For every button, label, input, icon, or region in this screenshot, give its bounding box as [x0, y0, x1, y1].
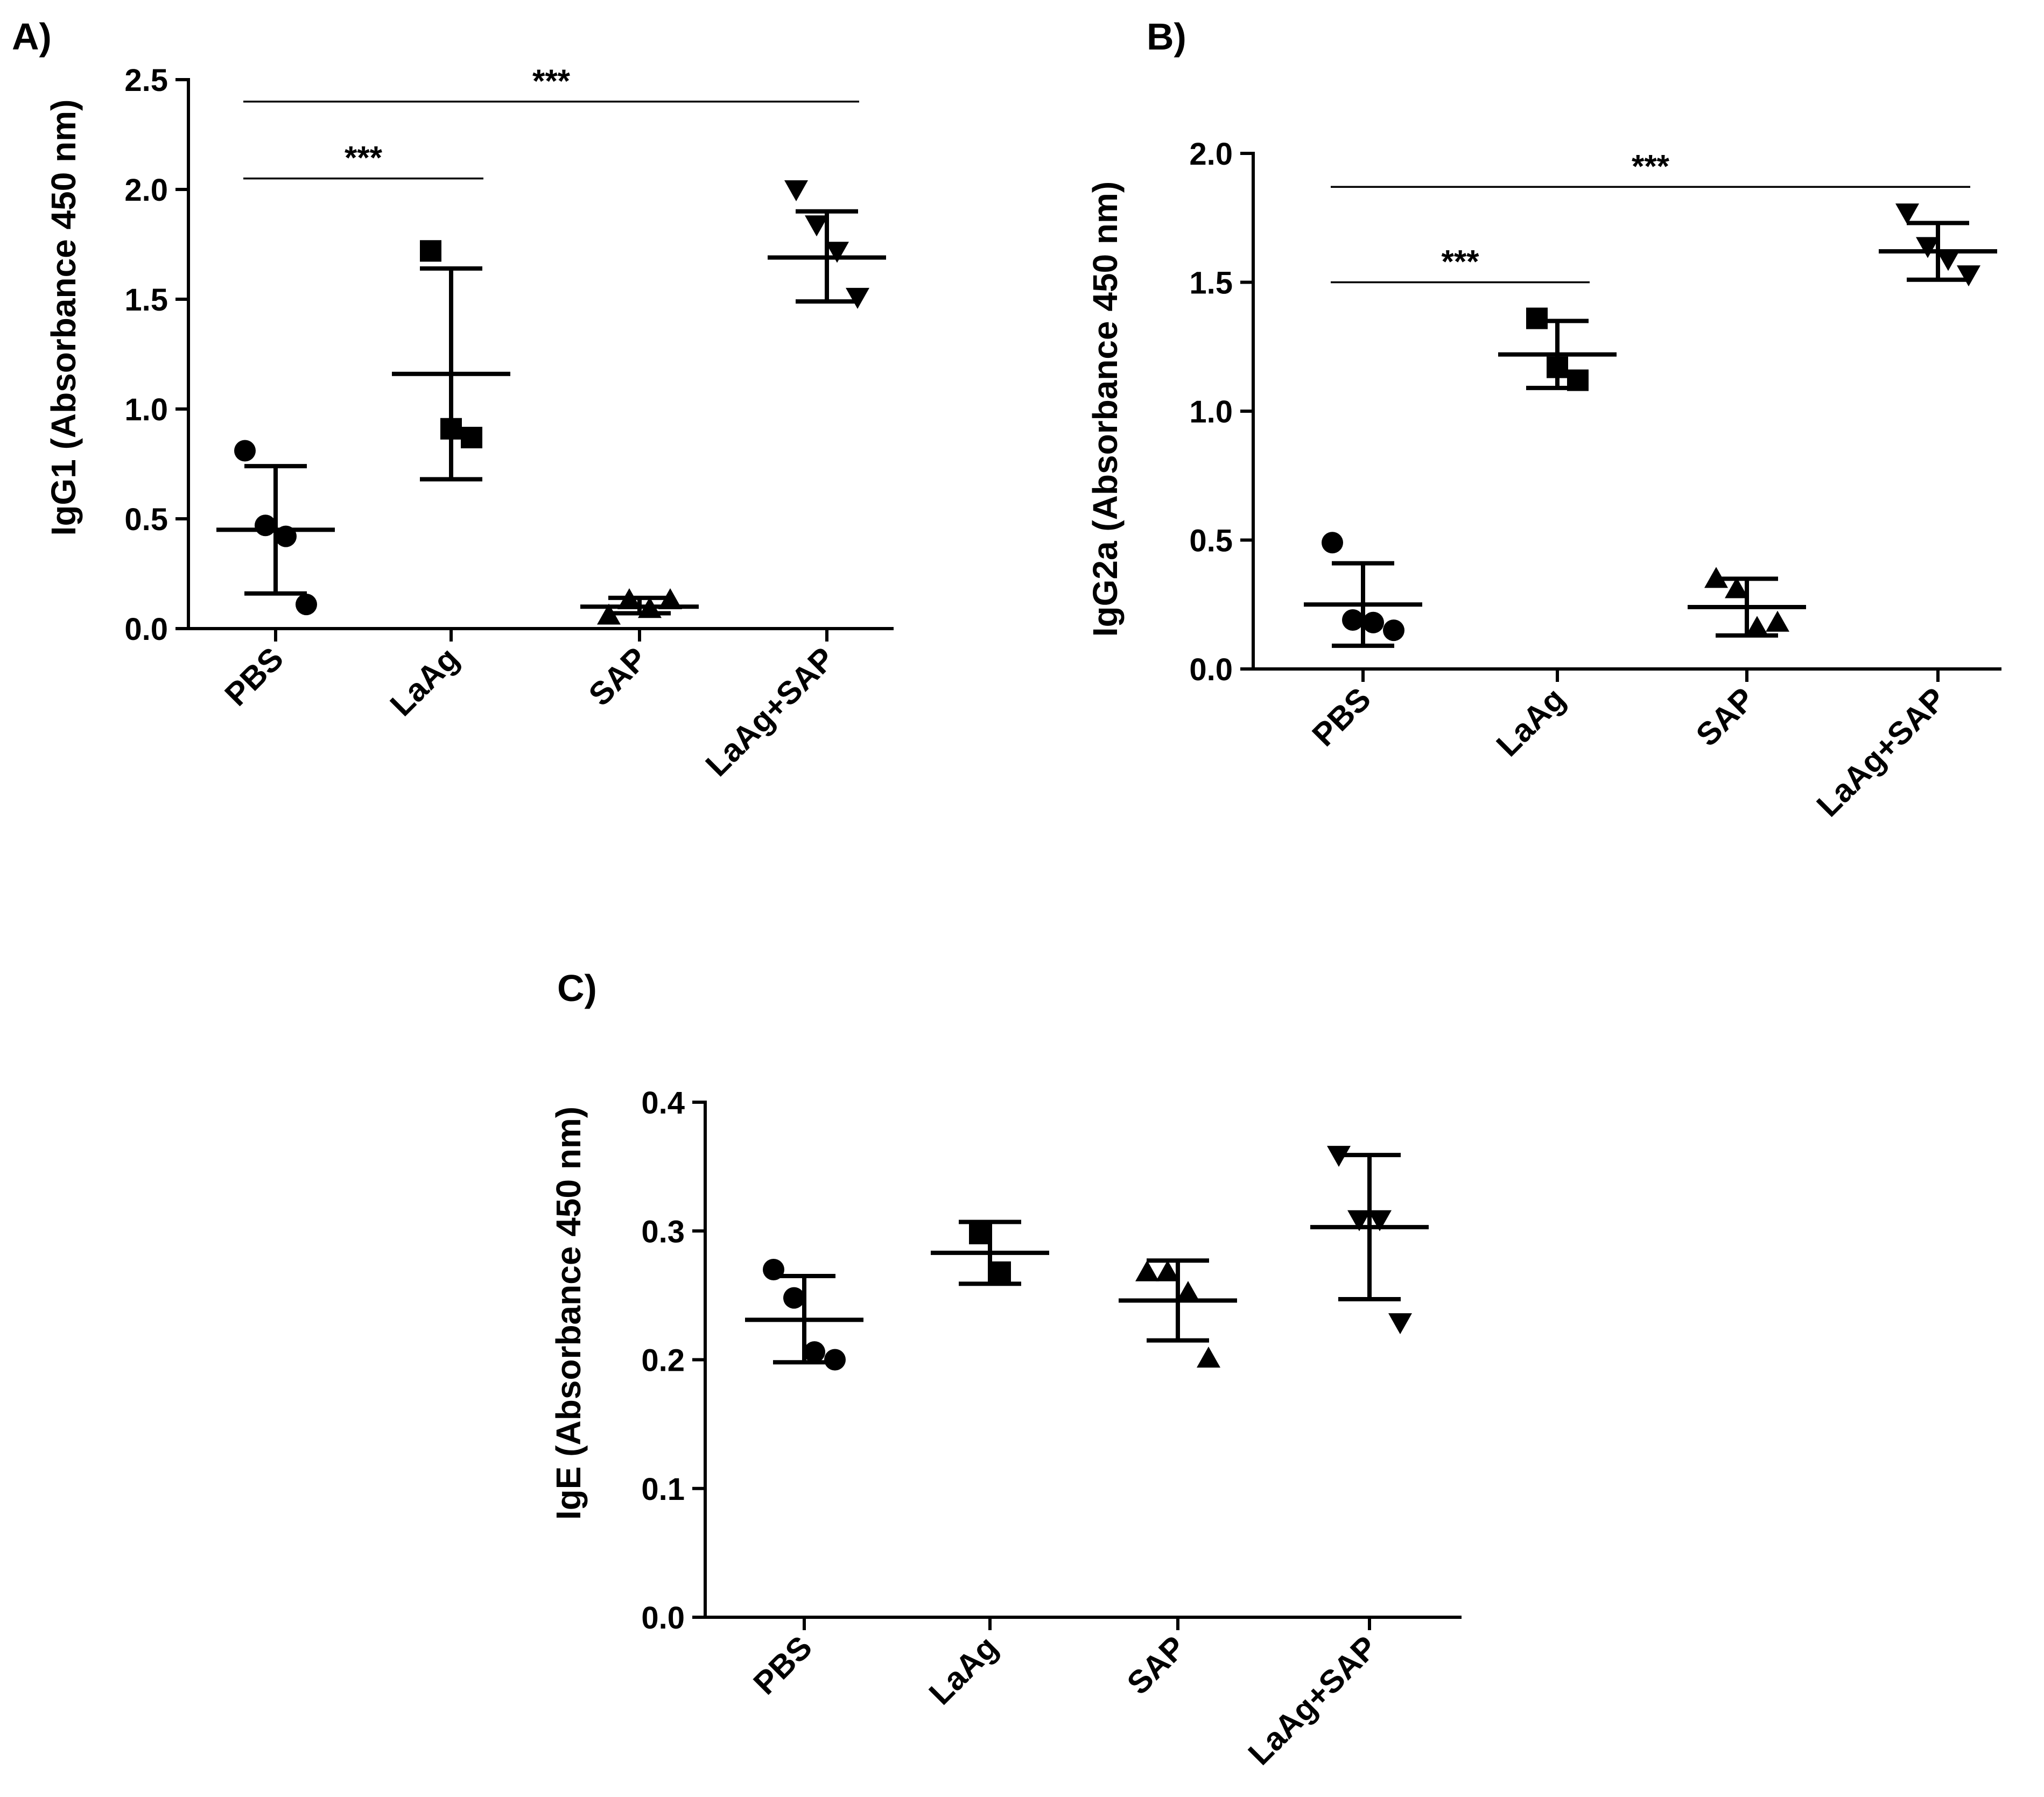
y-tick-label: 0.0	[641, 1601, 685, 1636]
x-tick-label: LaAg+SAP	[1241, 1629, 1384, 1772]
y-tick-label: 2.0	[1189, 137, 1233, 172]
data-point	[461, 427, 482, 449]
y-tick-label: 1.5	[124, 283, 168, 318]
y-tick-label: 0.1	[641, 1472, 685, 1507]
data-point	[1135, 1260, 1159, 1281]
data-point	[804, 1341, 825, 1363]
data-point	[1916, 237, 1940, 258]
y-tick-label: 1.0	[1189, 394, 1233, 429]
data-point	[1957, 265, 1980, 287]
data-point	[1936, 250, 1960, 271]
x-tick-label: LaAg	[383, 640, 466, 723]
data-point	[825, 242, 849, 263]
data-point	[1766, 610, 1789, 632]
y-tick-label: 0.0	[124, 612, 168, 647]
x-tick-label: SAP	[582, 640, 655, 713]
significance-label: ***	[1632, 148, 1670, 184]
x-tick-label: PBS	[1305, 681, 1378, 753]
data-point	[1197, 1347, 1220, 1368]
data-point	[1156, 1260, 1179, 1281]
data-point	[1388, 1313, 1412, 1335]
y-tick-label: 2.0	[124, 173, 168, 208]
panel-c-label: C)	[557, 967, 597, 1009]
significance-label: ***	[345, 140, 383, 176]
panel-b: B) IgG2a (Absorbance 450 nm) 0.0 0.5 1.0 1.…	[1086, 16, 2001, 823]
x-tick-label: SAP	[1120, 1629, 1193, 1702]
y-tick-label: 0.5	[1189, 524, 1233, 559]
x-tick-label: LaAg	[922, 1629, 1005, 1711]
panel-b-y-axis-title: IgG2a (Absorbance 450 nm)	[1086, 181, 1125, 637]
data-point	[1342, 609, 1364, 631]
data-point	[1176, 1281, 1200, 1302]
panel-a-y-axis-title: IgG1 (Absorbance 450 nm)	[44, 100, 83, 536]
data-point	[1368, 1210, 1392, 1231]
y-tick-label: 0.2	[641, 1343, 685, 1378]
significance-label: ***	[1441, 244, 1479, 280]
x-tick-label: LaAg+SAP	[1810, 681, 1952, 823]
data-point	[1895, 203, 1919, 225]
data-point	[420, 240, 441, 262]
x-tick-label: PBS	[747, 1629, 819, 1702]
significance-label: ***	[532, 63, 571, 99]
data-point	[783, 1287, 805, 1309]
data-point	[1745, 616, 1769, 637]
data-point	[234, 440, 256, 462]
y-tick-label: 1.5	[1189, 266, 1233, 301]
data-point	[1383, 619, 1404, 642]
x-tick-label: PBS	[218, 640, 291, 713]
y-tick-label: 0.5	[124, 502, 168, 537]
x-tick-label: SAP	[1689, 681, 1762, 753]
x-tick-label: LaAg	[1490, 681, 1572, 763]
y-tick-label: 1.0	[124, 392, 168, 427]
panel-a: A) IgG1 (Absorbance 450 nm) 0.0 0.5 1.0 1.5…	[12, 16, 894, 783]
y-tick-label: 0.0	[1189, 652, 1233, 687]
data-point	[1322, 532, 1343, 554]
data-point	[1725, 577, 1748, 598]
panel-c-y-axis-title: IgE (Absorbance 450 nm)	[549, 1107, 588, 1520]
panel-b-label: B)	[1147, 16, 1186, 58]
x-tick-label: LaAg+SAP	[699, 640, 841, 783]
y-tick-label: 0.3	[641, 1214, 685, 1249]
y-tick-label: 0.4	[641, 1086, 685, 1121]
y-tick-label: 2.5	[124, 63, 168, 98]
data-point	[805, 215, 828, 237]
data-point	[969, 1223, 991, 1245]
data-point	[255, 515, 276, 537]
data-point	[824, 1349, 846, 1371]
data-point	[1362, 611, 1384, 633]
data-point	[296, 594, 317, 616]
panel-c: C) IgE (Absorbance 450 nm) 0.0 0.1 0.2 0.3 0…	[549, 967, 1462, 1772]
data-point	[1347, 1210, 1371, 1231]
data-point	[1526, 307, 1548, 329]
panel-a-label: A)	[12, 16, 52, 58]
data-point	[846, 287, 869, 309]
data-point	[989, 1261, 1011, 1283]
data-point	[784, 180, 808, 201]
